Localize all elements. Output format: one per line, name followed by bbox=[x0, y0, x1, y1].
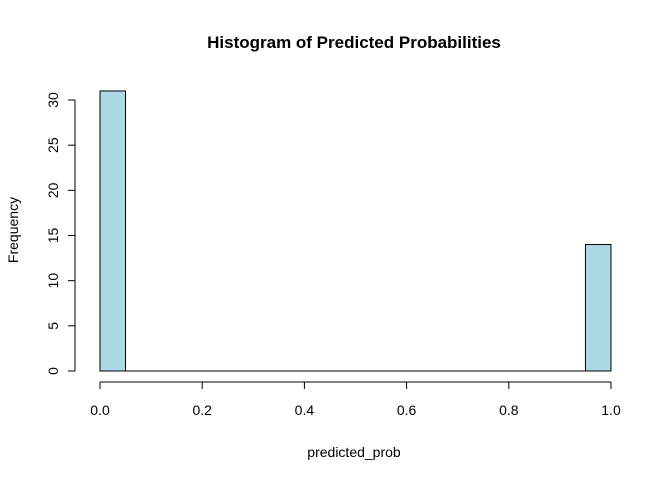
bars-group bbox=[99, 90, 612, 372]
y-axis: 0 5 10 15 20 25 30 bbox=[45, 92, 76, 375]
x-tick-label-5: 1.0 bbox=[601, 402, 621, 418]
y-tick-label-5: 25 bbox=[45, 137, 61, 153]
y-tick-label-2: 10 bbox=[45, 273, 61, 289]
y-tick-label-3: 15 bbox=[45, 228, 61, 244]
histogram-bar-0 bbox=[99, 90, 127, 372]
chart-title: Histogram of Predicted Probabilities bbox=[207, 33, 501, 52]
x-tick-label-0: 0.0 bbox=[90, 402, 110, 418]
y-tick-label-4: 20 bbox=[45, 182, 61, 198]
histogram-bar-19 bbox=[584, 244, 612, 372]
x-axis: 0.0 0.2 0.4 0.6 0.8 1.0 bbox=[90, 381, 621, 418]
x-axis-label: predicted_prob bbox=[307, 444, 401, 460]
x-tick-label-3: 0.6 bbox=[397, 402, 417, 418]
y-tick-label-0: 0 bbox=[45, 367, 61, 375]
x-tick-label-2: 0.4 bbox=[295, 402, 315, 418]
y-tick-label-6: 30 bbox=[45, 92, 61, 108]
y-axis-label: Frequency bbox=[5, 197, 21, 263]
x-tick-label-1: 0.2 bbox=[192, 402, 212, 418]
x-tick-label-4: 0.8 bbox=[499, 402, 519, 418]
y-tick-label-1: 5 bbox=[45, 322, 61, 330]
